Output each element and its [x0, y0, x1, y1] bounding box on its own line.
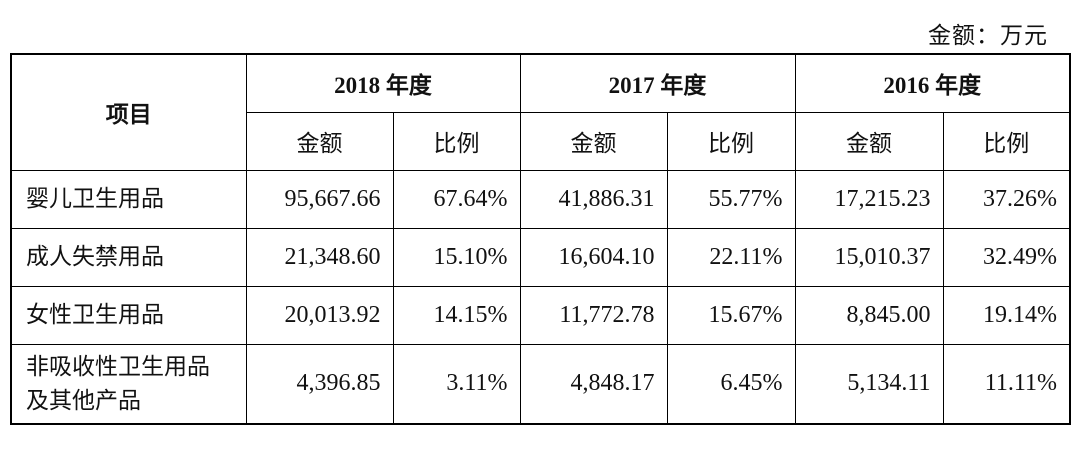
- row-label: 非吸收性卫生用品 及其他产品: [10, 343, 247, 425]
- cell-amount: 4,848.17: [519, 343, 668, 425]
- cell-ratio: 67.64%: [392, 169, 521, 229]
- row-label-line2: 及其他产品: [26, 387, 141, 414]
- header-row-years: 项目 2018 年度 2017 年度 2016 年度: [10, 53, 1071, 171]
- header-year-2017: 2017 年度: [519, 53, 796, 113]
- header-item: 项目: [10, 53, 247, 171]
- row-label: 成人失禁用品: [10, 227, 247, 287]
- cell-ratio: 3.11%: [392, 343, 521, 425]
- header-ratio-2017: 比例: [666, 111, 796, 171]
- cell-ratio: 15.10%: [392, 227, 521, 287]
- cell-amount: 5,134.11: [794, 343, 944, 425]
- cell-amount: 8,845.00: [794, 285, 944, 345]
- cell-amount: 16,604.10: [519, 227, 668, 287]
- revenue-table: 项目 2018 年度 2017 年度 2016 年度 金额 比例 金额 比例 金…: [10, 53, 1071, 425]
- header-year-2018: 2018 年度: [245, 53, 521, 113]
- cell-ratio: 14.15%: [392, 285, 521, 345]
- cell-amount: 17,215.23: [794, 169, 944, 229]
- cell-amount: 21,348.60: [245, 227, 394, 287]
- row-label: 女性卫生用品: [10, 285, 247, 345]
- cell-amount: 41,886.31: [519, 169, 668, 229]
- header-ratio-2018: 比例: [392, 111, 521, 171]
- header-amount-2018: 金额: [245, 111, 394, 171]
- cell-amount: 4,396.85: [245, 343, 394, 425]
- row-label: 婴儿卫生用品: [10, 169, 247, 229]
- table-row: 婴儿卫生用品 95,667.66 67.64% 41,886.31 55.77%…: [10, 169, 1071, 229]
- cell-amount: 11,772.78: [519, 285, 668, 345]
- header-amount-2017: 金额: [519, 111, 668, 171]
- table-row: 成人失禁用品 21,348.60 15.10% 16,604.10 22.11%…: [10, 227, 1071, 287]
- cell-amount: 20,013.92: [245, 285, 394, 345]
- header-amount-2016: 金额: [794, 111, 944, 171]
- cell-amount: 95,667.66: [245, 169, 394, 229]
- cell-ratio: 37.26%: [942, 169, 1071, 229]
- cell-ratio: 15.67%: [666, 285, 796, 345]
- table-row: 非吸收性卫生用品 及其他产品 4,396.85 3.11% 4,848.17 6.…: [10, 343, 1071, 425]
- cell-ratio: 32.49%: [942, 227, 1071, 287]
- cell-ratio: 55.77%: [666, 169, 796, 229]
- cell-ratio: 22.11%: [666, 227, 796, 287]
- unit-note: 金额：万元: [928, 23, 1048, 49]
- header-ratio-2016: 比例: [942, 111, 1071, 171]
- row-label-line1: 非吸收性卫生用品: [26, 353, 210, 380]
- cell-ratio: 11.11%: [942, 343, 1071, 425]
- table-row: 女性卫生用品 20,013.92 14.15% 11,772.78 15.67%…: [10, 285, 1071, 345]
- cell-amount: 15,010.37: [794, 227, 944, 287]
- cell-ratio: 19.14%: [942, 285, 1071, 345]
- cell-ratio: 6.45%: [666, 343, 796, 425]
- header-year-2016: 2016 年度: [794, 53, 1071, 113]
